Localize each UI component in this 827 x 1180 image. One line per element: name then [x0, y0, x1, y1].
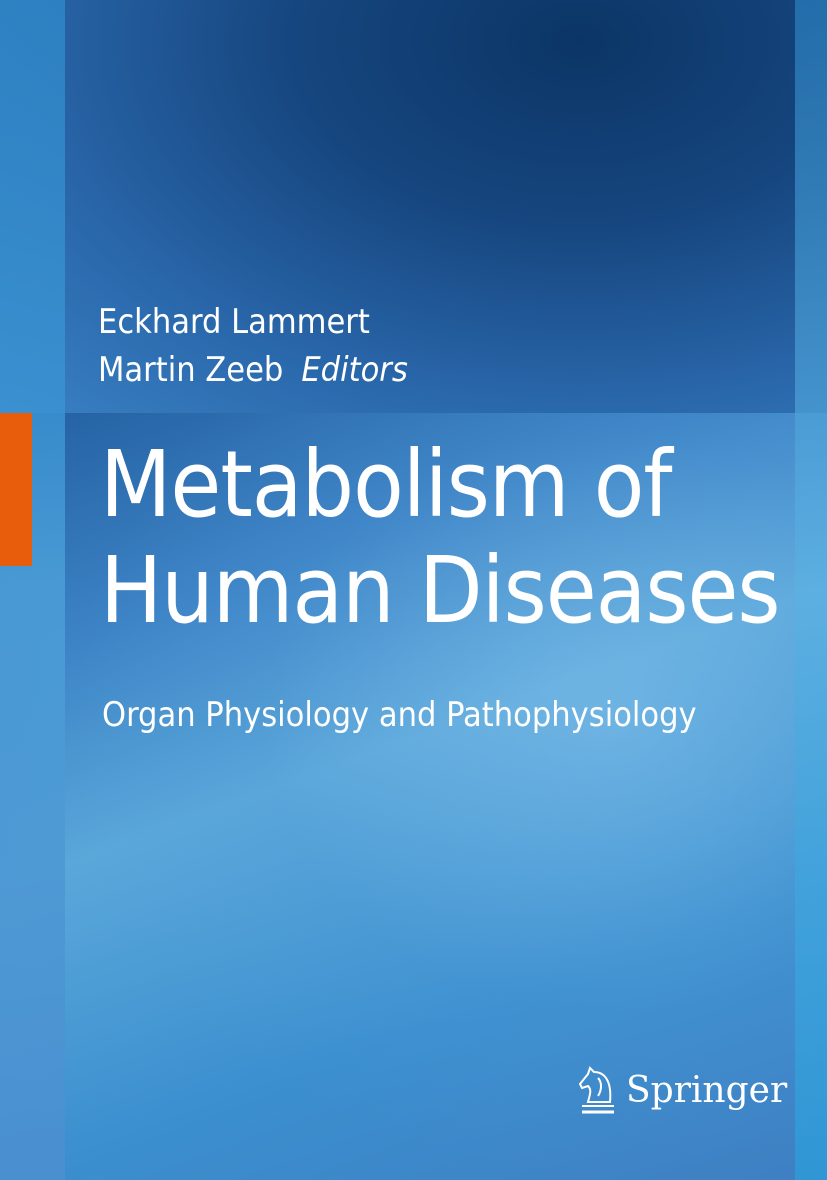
- left-strip: [0, 0, 65, 1180]
- publisher-name: Springer: [626, 1069, 788, 1111]
- right-strip: [795, 0, 827, 1180]
- editors-label: Editors: [301, 350, 408, 390]
- editor-name: Eckhard Lammert: [98, 302, 370, 342]
- accent-bar: [0, 413, 32, 566]
- editor-name: Martin Zeeb: [98, 350, 284, 390]
- publisher-logo: Springer: [578, 1066, 787, 1114]
- background-sheen: [65, 413, 795, 1180]
- book-subtitle: Organ Physiology and Pathophysiology: [102, 695, 697, 735]
- book-title: Metabolism of Human Diseases: [100, 431, 781, 644]
- title-line: Metabolism of: [100, 431, 672, 538]
- title-line: Human Diseases: [100, 537, 781, 644]
- editors: Eckhard Lammert Martin Zeeb Editors: [98, 298, 408, 394]
- top-band: [0, 0, 827, 413]
- chess-knight-horse-icon: [578, 1066, 614, 1114]
